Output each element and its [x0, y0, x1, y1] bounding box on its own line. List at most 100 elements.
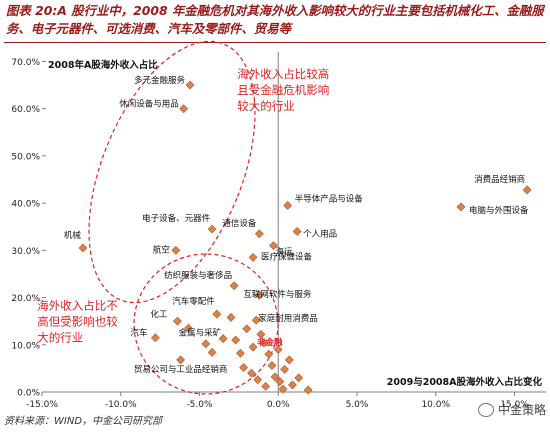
data-point-labeled [254, 290, 264, 300]
data-point-labeled [251, 315, 261, 325]
x-tick-label: 0.0% [267, 400, 290, 410]
point-label: 电子设备、元器件 [142, 213, 211, 224]
annotation-line: 海外收入占比较高 [237, 67, 329, 81]
point-label: 贸易公司与工业品经销商 [134, 364, 228, 375]
data-point-labeled [248, 252, 258, 262]
data-point-labeled [173, 316, 182, 326]
y-tick-label: 20.0% [11, 294, 40, 304]
watermark: 中金策略 [478, 401, 546, 418]
data-point [231, 335, 241, 345]
chart-title: 2008年A股海外收入占比 [48, 59, 158, 71]
data-point-labeled [254, 229, 264, 239]
data-point-labeled [176, 355, 186, 365]
data-points [78, 80, 532, 395]
data-point [278, 384, 288, 394]
point-label: 海运 [276, 247, 294, 258]
data-point [253, 375, 263, 385]
data-point-labeled [78, 243, 88, 253]
data-point [288, 380, 297, 390]
y-tick-label: 40.0% [11, 200, 40, 210]
x-tick-label: 5.0% [346, 400, 369, 410]
data-point [207, 347, 217, 357]
point-label: 多元金融服务 [134, 75, 186, 86]
data-point [267, 361, 277, 370]
ellipse-lower [133, 253, 279, 395]
data-point-labeled [212, 309, 222, 319]
annotation-line: 高但受影响也较 [37, 314, 118, 328]
data-point-labeled [522, 185, 532, 195]
data-point-labeled [456, 202, 466, 212]
x-tick-label: -5.0% [186, 400, 213, 410]
point-label: 电脑与外围设备 [469, 205, 529, 216]
data-point-labeled [229, 281, 239, 291]
annotation-line: 海外收入占比不 [37, 298, 118, 312]
point-label: 休闲设备与用品 [119, 99, 179, 110]
point-label: 汽车零配件 [172, 296, 215, 307]
point-label: 汽车 [130, 328, 147, 339]
data-point-labeled [171, 245, 181, 255]
data-point [239, 363, 249, 372]
x-axis-label: 2009与2008A股海外收入占比变化 [387, 376, 543, 388]
data-point [275, 377, 285, 387]
data-point [256, 329, 266, 339]
annotation-line: 较大的行业 [237, 99, 294, 113]
data-point [201, 339, 211, 349]
chart-axes: 0.0% 10.0% 20.0% 30.0% 40.0% 50.0% 60.0% 70.0% -… [11, 52, 546, 410]
highlight-ellipses [88, 40, 279, 395]
data-point-labeled [179, 104, 189, 114]
data-point [264, 349, 274, 359]
chat-bubble-icon [478, 402, 494, 417]
y-tick-label: 50.0% [11, 152, 40, 162]
source-note: 资料来源：WIND，中金公司研究部 [4, 416, 163, 427]
data-point-labeled [218, 334, 228, 344]
point-label: 化工 [150, 309, 168, 320]
y-tick-label: 10.0% [11, 341, 40, 351]
point-labels: 多元金融服务休闲设备与用品消费品经销商半导体产品与设备电脑与外围设备电子设备、元… [64, 75, 529, 375]
x-tick-label: 15.0% [500, 400, 529, 410]
y-tick-label: 0.0% [17, 389, 40, 399]
data-point-labeled [150, 333, 160, 343]
data-point-labeled [283, 201, 293, 210]
point-label: 航空 [153, 244, 170, 255]
ellipse-upper [88, 40, 256, 304]
annotation-line: 且受金融危机影响 [237, 83, 329, 97]
data-point [294, 373, 304, 383]
point-label: 医疗保健设备 [261, 251, 313, 262]
data-point-labeled [248, 342, 258, 352]
point-label: 机械 [64, 230, 82, 241]
point-label: 非金融 [257, 337, 283, 348]
x-tick-label: -15.0% [26, 400, 58, 410]
y-tick-label: 60.0% [11, 105, 40, 115]
data-point [247, 368, 256, 378]
data-point [236, 348, 245, 358]
point-label: 个人用品 [303, 229, 337, 239]
point-label: 互联网软件与服务 [243, 289, 312, 300]
point-label: 半导体产品与设备 [295, 193, 364, 204]
point-label: 金属与采矿 [179, 328, 222, 339]
data-point-labeled [269, 241, 278, 251]
y-tick-label: 70.0% [11, 58, 40, 68]
point-label: 消费品经销商 [474, 174, 525, 185]
data-point [273, 345, 283, 354]
data-point-labeled [185, 80, 195, 90]
x-tick-label: 10.0% [421, 400, 450, 410]
data-point [303, 385, 313, 395]
data-point [184, 323, 193, 333]
figure-title: 图表 20:A 股行业中，2008 年金融危机对其海外收入影响较大的行业主要包括… [6, 3, 544, 36]
point-label: 家庭耐用消费品 [258, 313, 318, 324]
data-point [261, 381, 271, 391]
data-point-labeled [292, 227, 302, 236]
point-label: 通信设备 [222, 218, 257, 229]
data-point [280, 364, 289, 374]
annotation-line: 大的行业 [37, 330, 83, 344]
watermark-text: 中金策略 [498, 403, 547, 417]
point-label: 纺织服装与奢侈品 [164, 270, 232, 281]
x-tick-label: -10.0% [105, 400, 137, 410]
data-point [270, 372, 280, 382]
data-point [226, 312, 236, 322]
data-point [259, 338, 269, 348]
data-point-labeled [207, 224, 217, 234]
y-tick-label: 30.0% [11, 247, 40, 257]
